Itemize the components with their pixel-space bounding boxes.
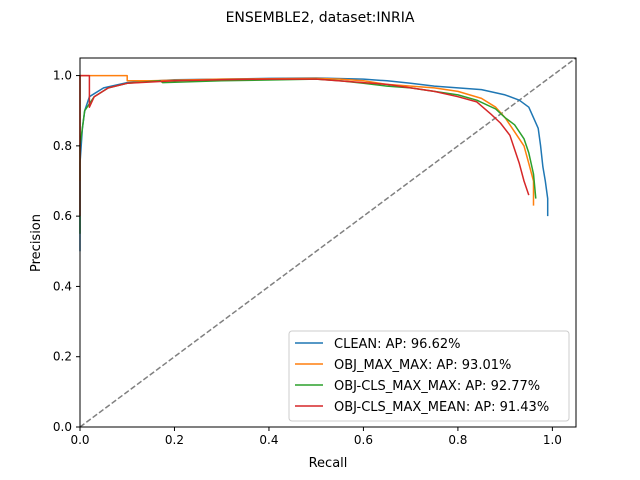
legend-items: CLEAN: AP: 96.62% OBJ_MAX_MAX: AP: 93.01%…	[295, 337, 549, 415]
x-tick-label: 0.6	[354, 433, 373, 447]
legend-label-3: OBJ-CLS_MAX_MEAN: AP: 91.43%	[334, 400, 549, 415]
y-axis: 0.0 0.2 0.4 0.6 0.8 1.0	[53, 69, 80, 434]
x-axis-label: Recall	[309, 456, 348, 471]
legend-frame	[288, 330, 570, 422]
x-tick-label: 0.4	[259, 433, 278, 447]
x-tick-label: 0.0	[70, 433, 89, 447]
x-tick-label: 1.0	[543, 433, 562, 447]
plot-area	[79, 57, 577, 428]
series-line-1	[79, 74, 535, 206]
y-tick-label: 0.0	[53, 420, 72, 434]
x-axis: 0.0 0.2 0.4 0.6 0.8 1.0	[70, 427, 562, 447]
legend-label-2: OBJ-CLS_MAX_MAX: AP: 92.77%	[334, 379, 540, 394]
axes-frame	[79, 57, 577, 428]
diagonal-reference-line	[79, 57, 577, 428]
y-tick-label: 1.0	[53, 69, 72, 83]
chart-title: ENSEMBLE2, dataset:INRIA	[226, 10, 415, 26]
y-tick-label: 0.6	[53, 209, 72, 223]
y-tick-label: 0.2	[53, 350, 72, 364]
series-line-0	[79, 77, 549, 252]
series-line-3	[79, 74, 530, 217]
legend-label-1: OBJ_MAX_MAX: AP: 93.01%	[334, 358, 511, 373]
legend: CLEAN: AP: 96.62% OBJ_MAX_MAX: AP: 93.01%…	[288, 330, 570, 422]
y-axis-label: Precision	[29, 214, 44, 272]
x-tick-label: 0.8	[448, 433, 467, 447]
legend-label-0: CLEAN: AP: 96.62%	[334, 337, 460, 352]
y-tick-label: 0.4	[53, 279, 72, 293]
y-tick-label: 0.8	[53, 139, 72, 153]
series-line-2	[79, 78, 537, 234]
x-tick-label: 0.2	[165, 433, 184, 447]
